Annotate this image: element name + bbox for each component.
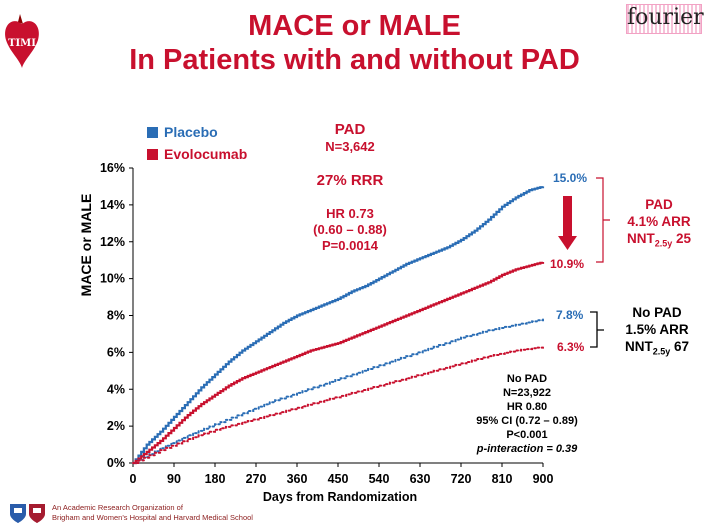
nopad-stats-ci: 95% CI (0.72 – 0.89) xyxy=(476,415,578,427)
x-tick-label: 900 xyxy=(533,472,554,486)
y-tick-label: 12% xyxy=(100,235,125,249)
pad-stats: PAD N=3,642 27% RRR HR 0.73 (0.60 – 0.88… xyxy=(290,121,410,254)
y-tick-label: 16% xyxy=(100,161,125,175)
pad-arrow-head xyxy=(558,236,577,250)
pad-stats-rrr: 27% RRR xyxy=(316,172,384,189)
series-line-no-pad-evolocumab xyxy=(132,345,544,464)
pad-callout-nnt: NNT2.5y 25 xyxy=(626,231,692,249)
legend-placebo-swatch xyxy=(147,126,158,138)
x-tick-label: 810 xyxy=(492,472,513,486)
y-tick-label: 4% xyxy=(107,382,125,396)
x-tick-label: 630 xyxy=(410,472,431,486)
nopad-stats-n: N=23,922 xyxy=(502,387,551,399)
y-tick-label: 2% xyxy=(107,419,125,433)
series-line-pad-evolocumab xyxy=(133,261,545,465)
nopad-stats-p: P<0.001 xyxy=(506,429,548,441)
nopad-stats-label: No PAD xyxy=(506,373,548,385)
title-line-1: MACE or MALE xyxy=(248,10,461,42)
nopad-callout-label: No PAD xyxy=(632,305,682,320)
pad-callout-arr: 4.1% ARR xyxy=(627,214,691,229)
endpoint-nopad-placebo: 7.8% xyxy=(556,308,584,322)
x-tick-label: 360 xyxy=(287,472,308,486)
nopad-callout-nnt: NNT2.5y 67 xyxy=(624,339,690,357)
x-tick-label: 270 xyxy=(246,472,267,486)
footer: An Academic Research Organization of Bri… xyxy=(52,503,253,523)
timi-logo-text: TIMI xyxy=(8,38,36,49)
nopad-stats-hr: HR 0.80 xyxy=(506,401,548,413)
pad-stats-ci: (0.60 – 0.88) xyxy=(313,222,387,237)
y-tick-label: 10% xyxy=(100,272,125,286)
x-tick-label: 180 xyxy=(205,472,226,486)
x-tick-label: 90 xyxy=(167,472,181,486)
y-tick-label: 0% xyxy=(107,456,125,470)
x-axis-label: Days from Randomization xyxy=(262,490,418,504)
footer-line-2: Brigham and Women's Hospital and Harvard… xyxy=(52,513,253,522)
legend-evolocumab-swatch xyxy=(147,148,158,160)
pad-arrow-shaft xyxy=(563,196,572,236)
legend-placebo: Placebo xyxy=(147,124,218,140)
nopad-stats: No PAD N=23,922 HR 0.80 95% CI (0.72 – 0… xyxy=(452,372,602,456)
pad-stats-hr: HR 0.73 xyxy=(326,206,374,221)
y-axis-label: MACE or MALE xyxy=(78,193,94,297)
nopad-bracket xyxy=(590,311,604,348)
series-line-pad-placebo xyxy=(133,186,545,465)
pad-callout-label: PAD xyxy=(645,197,673,212)
fourier-logo: fourier xyxy=(626,4,704,34)
y-tick-label: 14% xyxy=(100,198,125,212)
legend-placebo-label: Placebo xyxy=(164,124,218,140)
nopad-callout: No PAD 1.5% ARR NNT2.5y 67 xyxy=(615,304,699,361)
footer-line-1: An Academic Research Organization of xyxy=(52,503,183,512)
endpoint-nopad-evolocumab: 6.3% xyxy=(557,340,585,354)
pad-bracket xyxy=(596,177,610,263)
pad-stats-p: P=0.0014 xyxy=(321,238,379,253)
series-line-no-pad-placebo xyxy=(132,318,544,464)
nopad-stats-interaction: p-interaction = 0.39 xyxy=(476,443,578,455)
x-tick-label: 540 xyxy=(369,472,390,486)
y-tick-label: 8% xyxy=(107,309,125,323)
endpoint-pad-evolocumab: 10.9% xyxy=(550,257,585,271)
x-tick-label: 720 xyxy=(451,472,472,486)
x-tick-label: 450 xyxy=(328,472,349,486)
legend-evolocumab-label: Evolocumab xyxy=(164,146,248,162)
title-line-2: In Patients with and without PAD xyxy=(129,44,580,76)
pad-stats-label: PAD xyxy=(334,121,366,138)
endpoint-pad-placebo: 15.0% xyxy=(553,171,588,185)
pad-callout: PAD 4.1% ARR NNT2.5y 25 xyxy=(618,196,700,253)
y-tick-label: 6% xyxy=(107,345,125,359)
pad-stats-n: N=3,642 xyxy=(325,139,375,154)
x-tick-label: 0 xyxy=(130,472,137,486)
harvard-shields-icon xyxy=(10,504,45,523)
legend-evolocumab: Evolocumab xyxy=(147,146,247,162)
nopad-callout-arr: 1.5% ARR xyxy=(625,322,689,337)
timi-logo: TIMI xyxy=(5,14,39,69)
